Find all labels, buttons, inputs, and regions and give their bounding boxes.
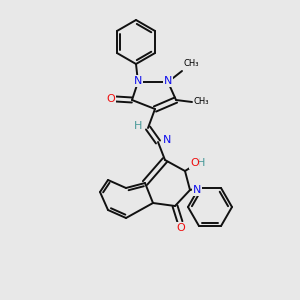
Text: N: N: [164, 76, 172, 86]
Text: O: O: [106, 94, 116, 104]
Text: O: O: [177, 223, 185, 233]
Text: H: H: [197, 158, 206, 168]
Text: O: O: [190, 158, 199, 168]
Text: N: N: [134, 76, 142, 86]
Text: H: H: [134, 121, 142, 131]
Text: N: N: [193, 185, 201, 195]
Text: N: N: [163, 135, 171, 145]
Text: CH₃: CH₃: [184, 59, 200, 68]
Text: CH₃: CH₃: [193, 98, 208, 106]
